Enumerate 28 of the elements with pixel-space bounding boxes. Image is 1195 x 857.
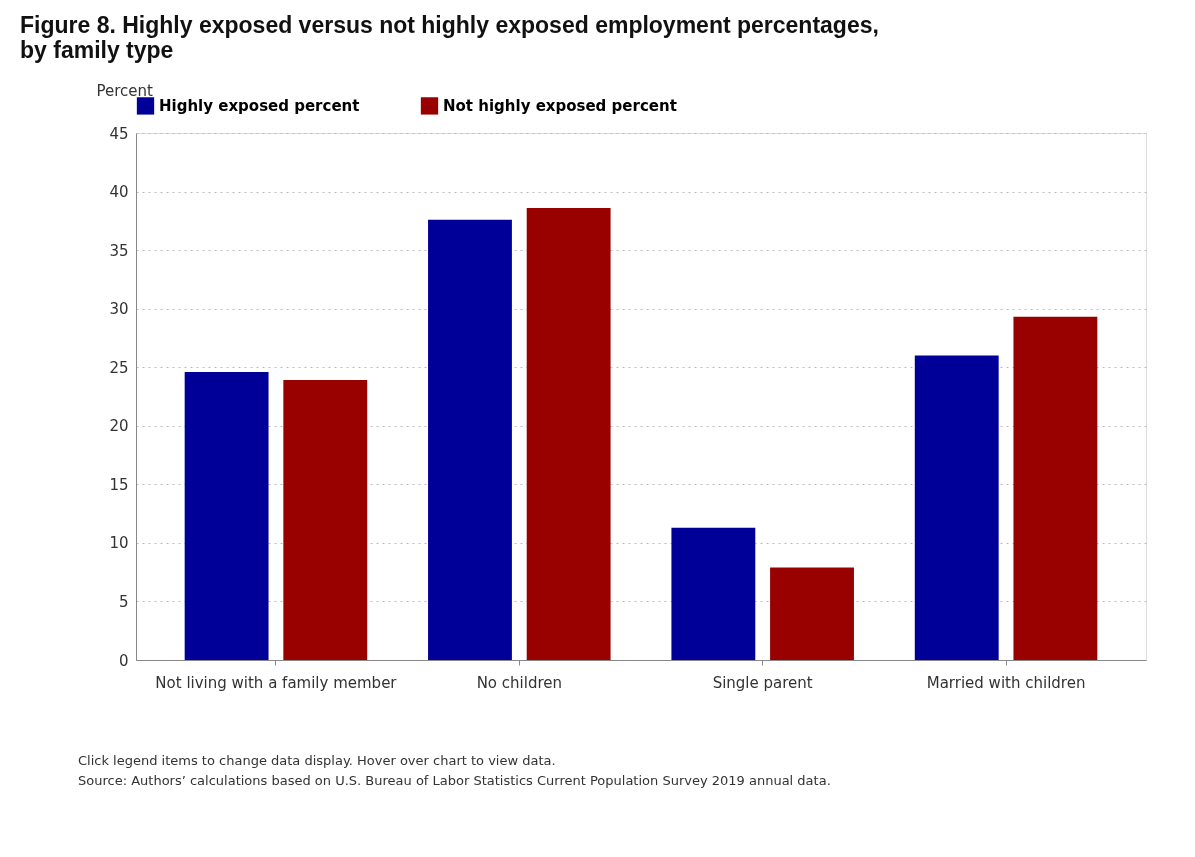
y-tick-label: 10 bbox=[109, 534, 129, 553]
bar bbox=[770, 567, 854, 660]
x-tick-label: Single parent bbox=[712, 673, 813, 692]
y-tick-label: 0 bbox=[118, 651, 129, 670]
bar bbox=[283, 380, 368, 660]
x-tick-label: No children bbox=[476, 673, 562, 692]
chart-title: Figure 8. Highly exposed versus not highly exposed employment percentages, by family type bbox=[20, 12, 879, 63]
y-tick-label: 40 bbox=[109, 183, 129, 202]
bar bbox=[1013, 316, 1098, 660]
y-tick-label: 35 bbox=[109, 241, 129, 260]
bar bbox=[428, 219, 512, 660]
legend-label: Highly exposed percent bbox=[159, 96, 360, 115]
legend-label: Not highly exposed percent bbox=[443, 96, 677, 115]
x-tick-label: Married with children bbox=[926, 673, 1086, 692]
y-axis-title: Percent bbox=[96, 81, 154, 100]
y-tick-label: 20 bbox=[109, 417, 129, 436]
source-note: Source: Authors’ calculations based on U.S. Bureau of Labor Statistics Current Population Survey 2019 annual data. bbox=[78, 773, 831, 788]
y-tick-label: 5 bbox=[118, 592, 129, 611]
bar bbox=[184, 371, 269, 660]
y-tick-label: 15 bbox=[109, 475, 129, 494]
y-tick-label: 45 bbox=[109, 124, 129, 143]
bar bbox=[914, 355, 999, 660]
y-tick-label: 30 bbox=[109, 300, 129, 319]
y-tick-label: 25 bbox=[109, 358, 129, 377]
bar bbox=[671, 527, 756, 660]
text: Click legend items to change data display. Hover over chart to view data. bbox=[78, 753, 556, 768]
bar bbox=[526, 207, 611, 660]
x-tick-label: Not living with a family member bbox=[155, 673, 398, 692]
